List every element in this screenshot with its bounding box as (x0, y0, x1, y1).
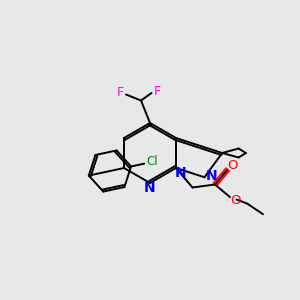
Text: Cl: Cl (147, 155, 158, 168)
Text: O: O (228, 159, 238, 172)
Text: F: F (117, 86, 124, 100)
Text: F: F (153, 85, 161, 98)
Text: O: O (230, 194, 241, 207)
Text: N: N (205, 169, 217, 183)
Text: N: N (175, 167, 186, 180)
Text: N: N (144, 181, 156, 194)
